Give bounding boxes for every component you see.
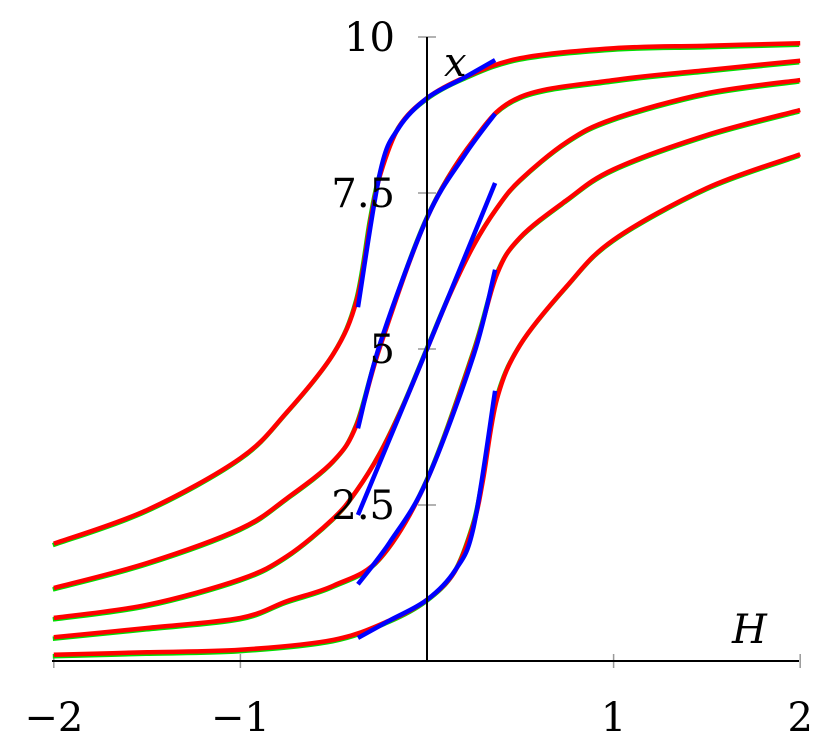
- y-axis-label: x: [444, 40, 467, 86]
- blue-curve: [356, 269, 498, 586]
- y-tick-label: 10: [344, 15, 395, 61]
- x-tick-label: −2: [24, 695, 83, 741]
- y-tick-label: 5: [370, 327, 395, 373]
- blue-curve: [355, 112, 497, 429]
- blue-curve: [355, 58, 497, 308]
- y-tick-label: 7.5: [331, 171, 395, 217]
- x-tick-label: −1: [211, 695, 270, 741]
- tick-labels: −2 −1 1 2 2.5 5 7.5 10: [24, 15, 813, 741]
- blue-curve: [356, 390, 498, 640]
- x-axis-label: H: [731, 607, 768, 653]
- y-tick-label: 2.5: [331, 483, 395, 529]
- x-tick-label: 2: [787, 695, 812, 741]
- curves: [52, 40, 801, 659]
- x-tick-label: 1: [601, 695, 626, 741]
